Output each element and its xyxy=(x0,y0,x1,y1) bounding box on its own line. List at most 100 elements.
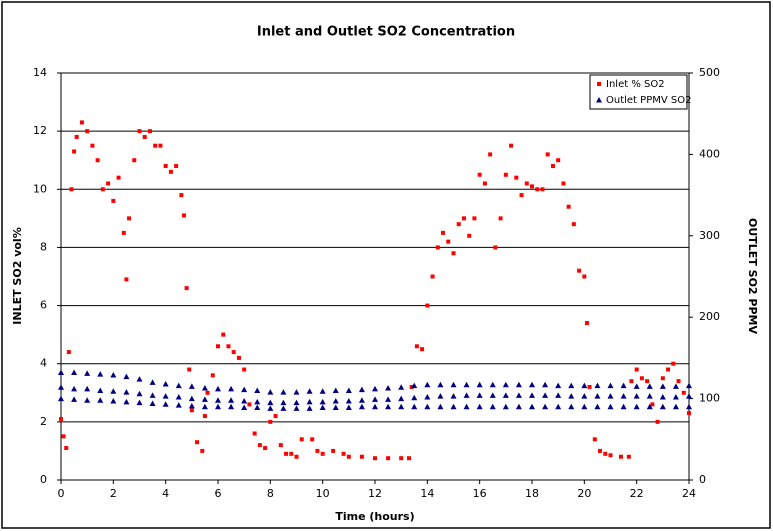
point xyxy=(476,381,483,388)
point xyxy=(280,399,287,406)
point xyxy=(332,387,339,393)
point xyxy=(149,400,156,406)
point xyxy=(69,187,74,192)
y-tick-label: 8 xyxy=(40,240,47,253)
point xyxy=(252,431,257,436)
point xyxy=(594,403,601,410)
point xyxy=(210,373,215,378)
point xyxy=(346,454,351,459)
point xyxy=(162,393,169,399)
point xyxy=(137,129,142,134)
point xyxy=(110,371,117,378)
point xyxy=(620,382,627,389)
point xyxy=(319,404,326,411)
point xyxy=(529,392,535,398)
point xyxy=(97,387,104,393)
point xyxy=(568,393,575,399)
point xyxy=(162,380,169,387)
point xyxy=(441,230,446,235)
point xyxy=(633,383,640,389)
plot-area xyxy=(60,72,690,481)
point xyxy=(372,403,378,410)
point xyxy=(633,403,640,410)
point xyxy=(195,440,200,445)
x-tick-label: 8 xyxy=(267,487,274,500)
point xyxy=(280,405,287,411)
point xyxy=(489,403,496,410)
point xyxy=(320,451,325,456)
point xyxy=(659,403,666,410)
point xyxy=(582,274,587,279)
point xyxy=(515,403,522,410)
point xyxy=(535,187,540,192)
point xyxy=(58,384,64,390)
point xyxy=(676,379,681,384)
point xyxy=(437,381,444,388)
legend-label: Inlet % SO2 xyxy=(606,79,665,90)
point xyxy=(372,396,378,402)
point xyxy=(672,383,679,389)
point xyxy=(463,392,470,398)
point xyxy=(424,393,431,400)
point xyxy=(450,393,457,399)
point xyxy=(66,350,71,355)
point xyxy=(555,392,562,398)
point xyxy=(489,392,496,398)
point xyxy=(332,404,339,411)
point xyxy=(502,381,509,388)
legend-box xyxy=(589,74,688,110)
point xyxy=(672,393,679,400)
point xyxy=(231,350,236,355)
point xyxy=(639,376,644,381)
point xyxy=(571,222,576,227)
x-tick-label: 24 xyxy=(682,487,696,500)
point xyxy=(106,181,111,186)
point xyxy=(226,344,231,349)
point xyxy=(306,398,313,405)
point xyxy=(123,398,130,405)
point xyxy=(123,373,130,380)
point xyxy=(463,403,470,410)
point xyxy=(603,451,608,456)
point xyxy=(686,403,692,410)
point xyxy=(659,383,666,389)
x-tick-label: 2 xyxy=(110,487,117,500)
point xyxy=(293,405,300,411)
x-tick-label: 6 xyxy=(215,487,222,500)
point xyxy=(268,419,273,424)
point xyxy=(58,395,64,402)
point xyxy=(561,181,566,186)
point xyxy=(267,399,274,406)
point xyxy=(90,143,95,148)
point xyxy=(502,403,509,410)
point xyxy=(174,164,179,169)
point xyxy=(498,216,503,221)
point xyxy=(477,172,482,177)
point xyxy=(136,376,143,382)
point xyxy=(278,443,283,448)
point xyxy=(149,392,156,398)
point xyxy=(100,187,105,192)
point xyxy=(293,399,300,406)
x-axis-label: Time (hours) xyxy=(335,510,414,523)
point xyxy=(310,437,315,442)
point xyxy=(626,454,631,459)
point xyxy=(646,393,653,399)
point xyxy=(555,403,562,410)
y-tick-label: 14 xyxy=(33,66,47,79)
point xyxy=(659,393,666,400)
point xyxy=(142,134,147,139)
legend-label: Outlet PPMV SO2 xyxy=(606,95,691,106)
y2-tick-label: 100 xyxy=(699,392,720,405)
point xyxy=(399,456,404,461)
point xyxy=(201,403,208,410)
point xyxy=(476,403,483,410)
point xyxy=(149,379,156,385)
point xyxy=(542,392,549,398)
point xyxy=(121,230,126,235)
point xyxy=(284,451,289,456)
point xyxy=(620,393,627,399)
point xyxy=(666,367,671,372)
point xyxy=(188,402,195,409)
point xyxy=(681,390,686,395)
